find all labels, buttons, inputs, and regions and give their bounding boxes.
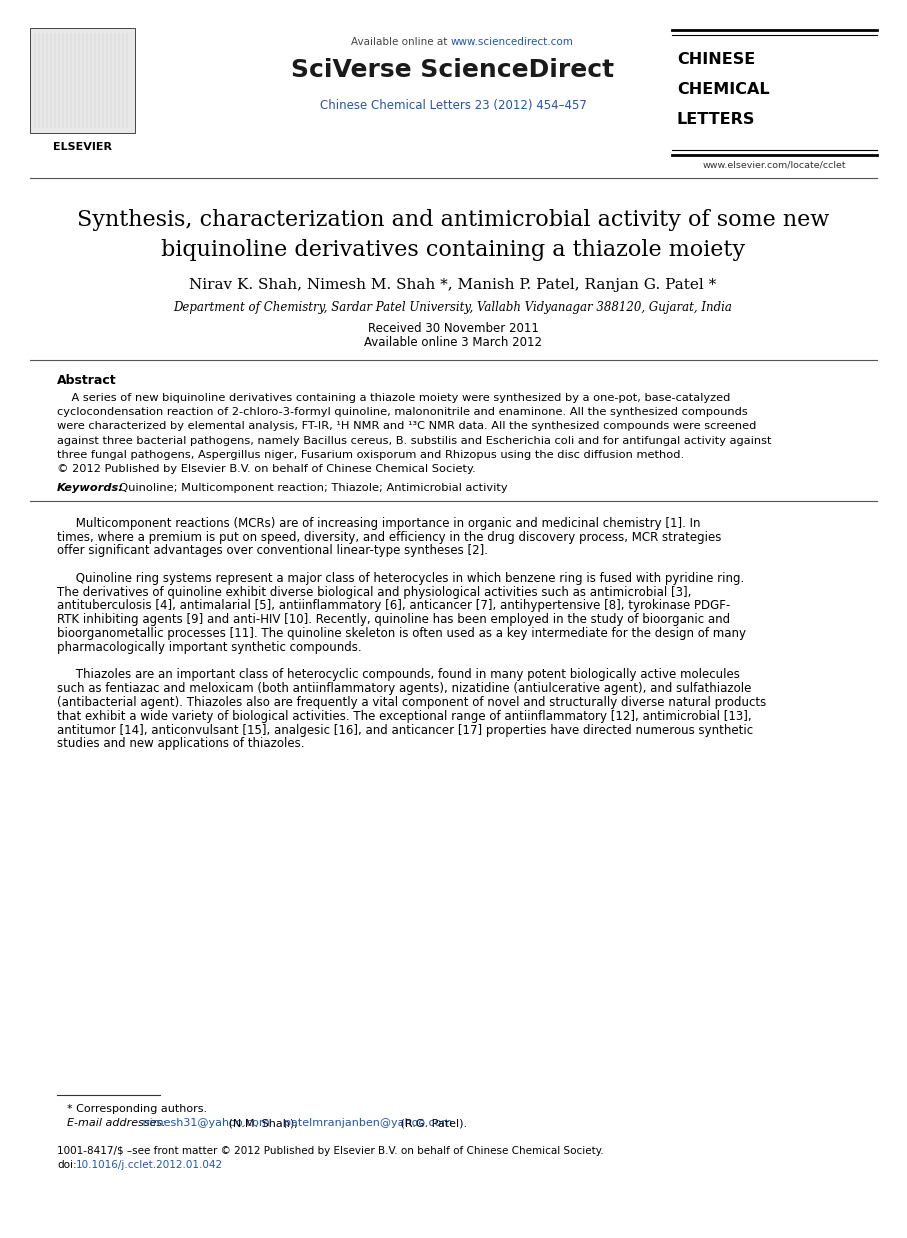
Text: A series of new biquinoline derivatives containing a thiazole moiety were synthe: A series of new biquinoline derivatives … <box>57 392 730 404</box>
Text: doi:: doi: <box>57 1160 76 1170</box>
Text: antituberculosis [4], antimalarial [5], antiinflammatory [6], anticancer [7], an: antituberculosis [4], antimalarial [5], … <box>57 599 730 613</box>
Text: nimesh31@yahoo.com: nimesh31@yahoo.com <box>139 1118 269 1128</box>
Text: (R.G. Patel).: (R.G. Patel). <box>397 1118 468 1128</box>
Text: LETTERS: LETTERS <box>677 113 756 128</box>
Text: Nirav K. Shah, Nimesh M. Shah *, Manish P. Patel, Ranjan G. Patel *: Nirav K. Shah, Nimesh M. Shah *, Manish … <box>190 279 717 292</box>
Text: www.sciencedirect.com: www.sciencedirect.com <box>451 37 574 47</box>
Text: © 2012 Published by Elsevier B.V. on behalf of Chinese Chemical Society.: © 2012 Published by Elsevier B.V. on beh… <box>57 464 476 474</box>
Text: * Corresponding authors.: * Corresponding authors. <box>67 1104 207 1114</box>
Text: Department of Chemistry, Sardar Patel University, Vallabh Vidyanagar 388120, Guj: Department of Chemistry, Sardar Patel Un… <box>173 302 733 314</box>
Text: such as fentiazac and meloxicam (both antiinflammatory agents), nizatidine (anti: such as fentiazac and meloxicam (both an… <box>57 682 751 696</box>
Text: CHINESE: CHINESE <box>677 52 756 68</box>
Text: cyclocondensation reaction of 2-chloro-3-formyl quinoline, malononitrile and ena: cyclocondensation reaction of 2-chloro-3… <box>57 407 747 417</box>
Text: against three bacterial pathogens, namely Bacillus cereus, B. substilis and Esch: against three bacterial pathogens, namel… <box>57 436 772 446</box>
Text: studies and new applications of thiazoles.: studies and new applications of thiazole… <box>57 738 305 750</box>
Text: Received 30 November 2011: Received 30 November 2011 <box>367 322 539 334</box>
Text: antitumor [14], anticonvulsant [15], analgesic [16], and anticancer [17] propert: antitumor [14], anticonvulsant [15], ana… <box>57 724 753 737</box>
Text: Synthesis, characterization and antimicrobial activity of some new: Synthesis, characterization and antimicr… <box>77 209 829 232</box>
Text: patelmranjanben@yahoo.com: patelmranjanben@yahoo.com <box>284 1118 452 1128</box>
Text: Quinoline ring systems represent a major class of heterocycles in which benzene : Quinoline ring systems represent a major… <box>57 572 745 584</box>
Text: Chinese Chemical Letters 23 (2012) 454–457: Chinese Chemical Letters 23 (2012) 454–4… <box>319 99 587 113</box>
Text: three fungal pathogens, Aspergillus niger, Fusarium oxisporum and Rhizopus using: three fungal pathogens, Aspergillus nige… <box>57 449 684 459</box>
Text: (N.M. Shah),: (N.M. Shah), <box>225 1118 301 1128</box>
Text: Keywords:: Keywords: <box>57 483 123 493</box>
Text: bioorganometallic processes [11]. The quinoline skeleton is often used as a key : bioorganometallic processes [11]. The qu… <box>57 628 746 640</box>
Text: times, where a premium is put on speed, diversity, and efficiency in the drug di: times, where a premium is put on speed, … <box>57 531 721 543</box>
Text: pharmacologically important synthetic compounds.: pharmacologically important synthetic co… <box>57 641 362 654</box>
Text: (antibacterial agent). Thiazoles also are frequently a vital component of novel : (antibacterial agent). Thiazoles also ar… <box>57 696 766 709</box>
Text: Multicomponent reactions (MCRs) are of increasing importance in organic and medi: Multicomponent reactions (MCRs) are of i… <box>57 516 700 530</box>
Text: 1001-8417/$ –see front matter © 2012 Published by Elsevier B.V. on behalf of Chi: 1001-8417/$ –see front matter © 2012 Pub… <box>57 1146 604 1156</box>
Text: Thiazoles are an important class of heterocyclic compounds, found in many potent: Thiazoles are an important class of hete… <box>57 669 740 681</box>
Text: The derivatives of quinoline exhibit diverse biological and physiological activi: The derivatives of quinoline exhibit div… <box>57 586 691 599</box>
Text: offer significant advantages over conventional linear-type syntheses [2].: offer significant advantages over conven… <box>57 545 488 557</box>
Text: Available online at: Available online at <box>351 37 451 47</box>
Text: ELSEVIER: ELSEVIER <box>53 142 112 152</box>
Text: biquinoline derivatives containing a thiazole moiety: biquinoline derivatives containing a thi… <box>161 239 745 261</box>
Text: Abstract: Abstract <box>57 374 117 386</box>
Text: CHEMICAL: CHEMICAL <box>677 83 770 98</box>
Text: 10.1016/j.cclet.2012.01.042: 10.1016/j.cclet.2012.01.042 <box>76 1160 223 1170</box>
Text: that exhibit a wide variety of biological activities. The exceptional range of a: that exhibit a wide variety of biologica… <box>57 709 752 723</box>
Bar <box>30 28 135 132</box>
Text: were characterized by elemental analysis, FT-IR, ¹H NMR and ¹³C NMR data. All th: were characterized by elemental analysis… <box>57 421 756 431</box>
Text: SciVerse ScienceDirect: SciVerse ScienceDirect <box>291 58 615 82</box>
Text: Available online 3 March 2012: Available online 3 March 2012 <box>364 337 542 349</box>
Text: E-mail addresses:: E-mail addresses: <box>67 1118 166 1128</box>
Text: RTK inhibiting agents [9] and anti-HIV [10]. Recently, quinoline has been employ: RTK inhibiting agents [9] and anti-HIV [… <box>57 613 730 626</box>
Text: Quinoline; Multicomponent reaction; Thiazole; Antimicrobial activity: Quinoline; Multicomponent reaction; Thia… <box>112 483 508 493</box>
Text: www.elsevier.com/locate/cclet: www.elsevier.com/locate/cclet <box>703 161 846 170</box>
